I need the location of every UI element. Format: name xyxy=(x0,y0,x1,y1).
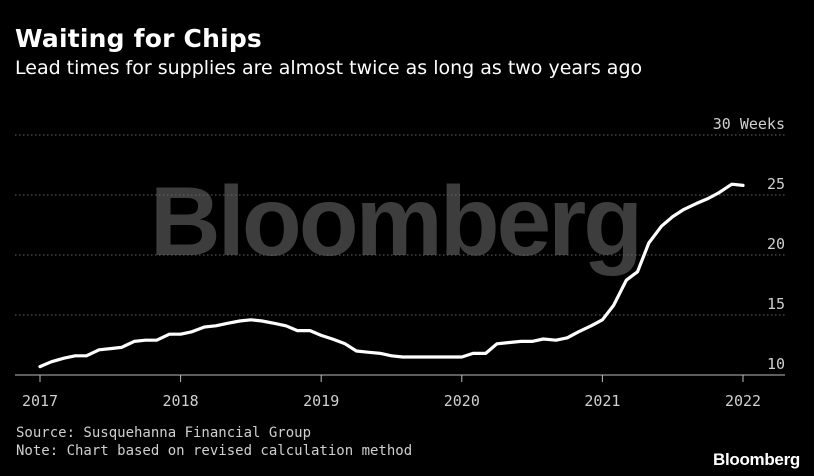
y-tick-label-20: 20 xyxy=(767,235,785,253)
series-layer xyxy=(38,182,745,369)
source-note: Source: Susquehanna Financial Group xyxy=(16,425,312,441)
y-tick-label-15: 15 xyxy=(767,295,785,313)
x-axis-labels: 2017 2018 2019 2020 2021 2022 xyxy=(22,392,761,410)
bloomberg-watermark: Bloomberg xyxy=(150,166,640,276)
x-tick-label-2019: 2019 xyxy=(303,392,339,410)
y-axis-labels: 10 15 20 25 30 Weeks xyxy=(713,115,785,373)
x-tick-label-2017: 2017 xyxy=(22,392,58,410)
method-note: Note: Chart based on revised calculation… xyxy=(16,443,413,459)
x-tick-label-2022: 2022 xyxy=(725,392,761,410)
y-tick-label-25: 25 xyxy=(767,175,785,193)
x-tick-label-2018: 2018 xyxy=(163,392,199,410)
x-tick-label-2020: 2020 xyxy=(444,392,480,410)
grid-lines xyxy=(15,134,785,316)
y-tick-label-10: 10 xyxy=(767,355,785,373)
x-tick-label-2021: 2021 xyxy=(584,392,620,410)
x-axis xyxy=(15,374,785,382)
y-tick-label-30: 30 Weeks xyxy=(713,115,785,133)
chart-subtitle: Lead times for supplies are almost twice… xyxy=(15,57,643,79)
chart-title: Waiting for Chips xyxy=(15,24,263,53)
series-line-lead-time xyxy=(38,182,745,369)
bloomberg-logo: Bloomberg xyxy=(712,450,800,469)
